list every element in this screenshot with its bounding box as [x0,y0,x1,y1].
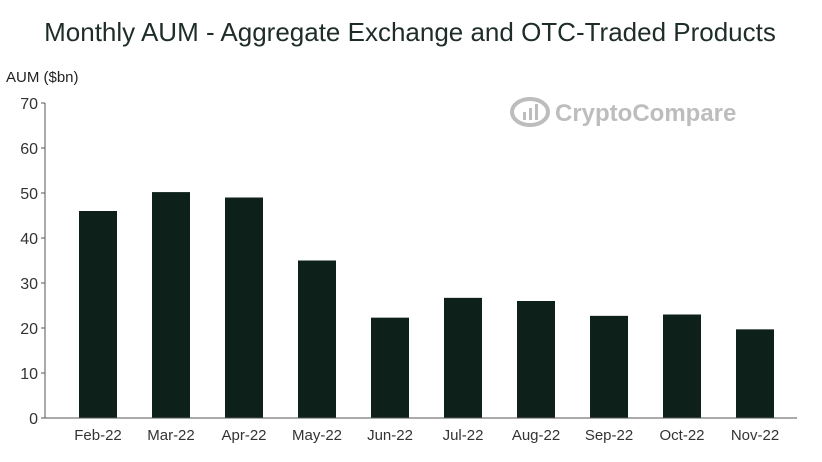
bars [79,192,774,418]
x-tick-label-oct-22: Oct-22 [659,427,704,444]
y-tick-label-0: 0 [29,411,38,428]
watermark-logo: CryptoCompare [510,97,736,127]
y-tick-label-20: 20 [20,321,38,338]
x-tick-label-sep-22: Sep-22 [585,427,633,444]
y-tick-label-30: 30 [20,276,38,293]
bar-oct-22 [663,314,701,418]
y-tick-label-40: 40 [20,231,38,248]
x-tick-label-jul-22: Jul-22 [443,427,484,444]
y-tick-label-60: 60 [20,141,38,158]
x-tick-label-jun-22: Jun-22 [367,427,413,444]
bar-nov-22 [736,329,774,418]
x-tick-label-mar-22: Mar-22 [147,427,195,444]
chart-title: Monthly AUM - Aggregate Exchange and OTC… [44,17,776,47]
y-axis-label: AUM ($bn) [6,69,79,86]
bar-sep-22 [590,315,628,418]
bar-may-22 [298,260,336,418]
x-axis-ticks: Feb-22 Mar-22 Apr-22 May-22 Jun-22 Jul-22 Aug-… [74,427,779,444]
y-tick-label-10: 10 [20,366,38,383]
bar-jun-22 [371,317,409,418]
watermark-text: CryptoCompare [555,100,736,127]
bar-apr-22 [225,197,263,418]
x-tick-label-may-22: May-22 [292,427,342,444]
y-tick-label-70: 70 [20,96,38,113]
bar-feb-22 [79,211,117,418]
x-tick-label-feb-22: Feb-22 [74,427,122,444]
cryptocompare-logo-icon [510,97,550,127]
x-tick-label-nov-22: Nov-22 [731,427,779,444]
x-tick-label-apr-22: Apr-22 [221,427,266,444]
y-axis-ticks: 0 10 20 30 40 50 60 70 [20,96,45,428]
bar-mar-22 [152,192,190,418]
x-tick-label-aug-22: Aug-22 [512,427,560,444]
bar-aug-22 [517,301,555,418]
y-tick-label-50: 50 [20,186,38,203]
bar-jul-22 [444,297,482,418]
